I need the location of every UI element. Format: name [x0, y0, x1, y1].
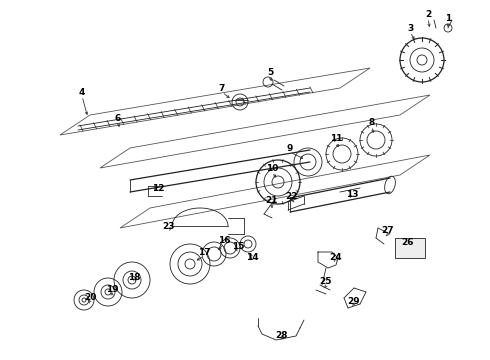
Text: 20: 20: [84, 293, 96, 302]
Text: 15: 15: [232, 242, 244, 251]
Text: 7: 7: [219, 84, 225, 93]
Text: 8: 8: [369, 117, 375, 126]
Text: 14: 14: [245, 253, 258, 262]
Text: 27: 27: [382, 225, 394, 234]
Text: 24: 24: [330, 253, 343, 262]
Text: 12: 12: [152, 184, 164, 193]
Text: 6: 6: [115, 113, 121, 122]
Text: 22: 22: [286, 192, 298, 201]
Text: 21: 21: [266, 195, 278, 204]
Text: 13: 13: [346, 189, 358, 198]
Text: 25: 25: [320, 278, 332, 287]
Text: 18: 18: [128, 274, 140, 283]
Text: 2: 2: [425, 9, 431, 18]
Text: 5: 5: [267, 68, 273, 77]
Text: 4: 4: [79, 87, 85, 96]
Text: 11: 11: [330, 134, 342, 143]
Text: 3: 3: [407, 23, 413, 32]
Text: 1: 1: [445, 14, 451, 23]
Text: 29: 29: [348, 297, 360, 306]
Text: 10: 10: [266, 163, 278, 172]
Bar: [395, 238, 425, 258]
Text: 19: 19: [106, 285, 118, 294]
Text: 23: 23: [162, 221, 174, 230]
Text: 16: 16: [218, 235, 230, 244]
Text: 26: 26: [402, 238, 414, 247]
Text: 17: 17: [197, 248, 210, 257]
Text: 28: 28: [276, 332, 288, 341]
Text: 9: 9: [287, 144, 293, 153]
